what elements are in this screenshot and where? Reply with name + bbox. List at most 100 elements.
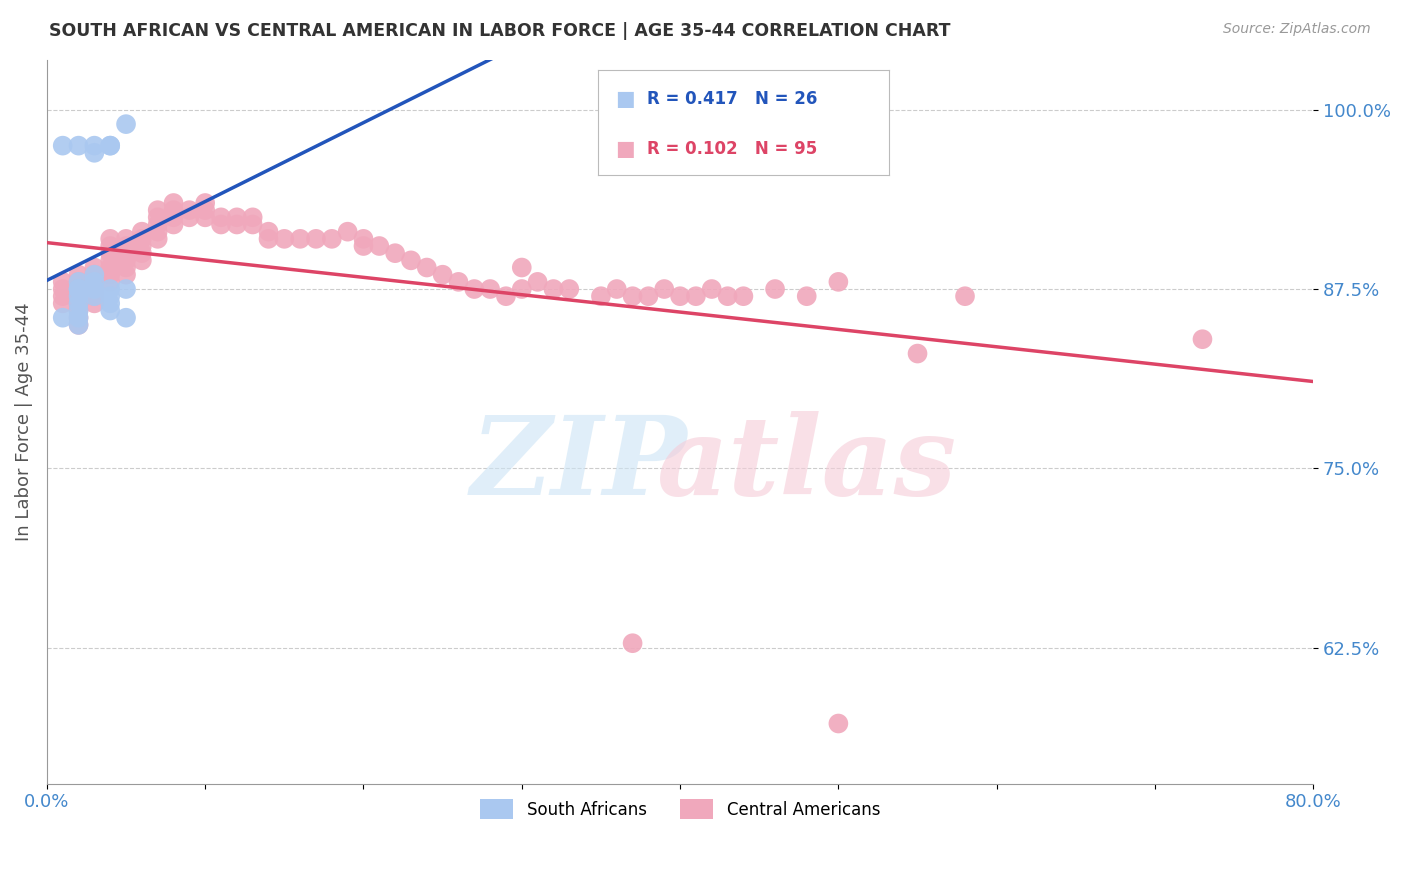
Point — [131, 225, 153, 239]
Point — [67, 310, 90, 325]
Point — [52, 310, 75, 325]
Point — [146, 218, 169, 232]
Point — [115, 117, 138, 131]
Point — [115, 268, 138, 282]
Point — [98, 275, 121, 289]
Point — [827, 275, 849, 289]
Point — [543, 282, 565, 296]
Point — [115, 310, 138, 325]
Point — [432, 268, 454, 282]
Point — [67, 275, 90, 289]
Point — [827, 716, 849, 731]
Point — [288, 232, 311, 246]
Point — [510, 282, 533, 296]
Point — [353, 239, 375, 253]
Point — [115, 232, 138, 246]
Point — [257, 232, 280, 246]
Point — [98, 232, 121, 246]
Point — [273, 232, 295, 246]
Point — [700, 282, 723, 296]
Point — [115, 282, 138, 296]
Point — [83, 268, 105, 282]
Point — [209, 211, 232, 225]
Point — [162, 196, 184, 211]
Point — [98, 296, 121, 310]
Point — [589, 289, 612, 303]
Point — [52, 289, 75, 303]
Point — [162, 218, 184, 232]
Point — [83, 268, 105, 282]
Point — [67, 268, 90, 282]
Point — [98, 253, 121, 268]
Point — [52, 138, 75, 153]
Point — [652, 282, 675, 296]
Point — [67, 318, 90, 332]
Point — [336, 225, 359, 239]
Point — [67, 303, 90, 318]
Point — [83, 282, 105, 296]
Point — [83, 275, 105, 289]
Point — [1191, 332, 1213, 346]
Point — [83, 275, 105, 289]
Point — [52, 282, 75, 296]
Point — [83, 296, 105, 310]
Point — [67, 282, 90, 296]
Point — [194, 203, 217, 218]
Point — [98, 289, 121, 303]
Point — [115, 253, 138, 268]
Point — [907, 346, 929, 360]
Point — [146, 232, 169, 246]
Point — [242, 211, 264, 225]
Point — [669, 289, 692, 303]
Point — [179, 211, 201, 225]
Point — [368, 239, 391, 253]
Point — [479, 282, 502, 296]
Point — [146, 211, 169, 225]
Point — [637, 289, 659, 303]
Point — [83, 289, 105, 303]
Point — [131, 253, 153, 268]
Point — [384, 246, 406, 260]
Point — [225, 211, 247, 225]
Point — [67, 296, 90, 310]
Point — [131, 246, 153, 260]
Point — [98, 303, 121, 318]
Point — [194, 211, 217, 225]
Point — [98, 282, 121, 296]
Point — [67, 138, 90, 153]
Point — [67, 296, 90, 310]
Point — [733, 289, 755, 303]
Point — [558, 282, 581, 296]
Point — [83, 289, 105, 303]
Point — [83, 145, 105, 160]
Point — [131, 239, 153, 253]
Point — [67, 275, 90, 289]
Y-axis label: In Labor Force | Age 35-44: In Labor Force | Age 35-44 — [15, 302, 32, 541]
Point — [67, 303, 90, 318]
Point — [131, 232, 153, 246]
Point — [83, 282, 105, 296]
Point — [67, 318, 90, 332]
Point — [67, 282, 90, 296]
Point — [52, 296, 75, 310]
Point — [67, 282, 90, 296]
Point — [146, 203, 169, 218]
Point — [526, 275, 548, 289]
Point — [52, 275, 75, 289]
Point — [115, 239, 138, 253]
Point — [115, 246, 138, 260]
Point — [194, 196, 217, 211]
Point — [621, 289, 644, 303]
Point — [179, 203, 201, 218]
Point — [98, 260, 121, 275]
Point — [162, 211, 184, 225]
Text: ZIP: ZIP — [471, 411, 688, 519]
Point — [242, 218, 264, 232]
Point — [305, 232, 328, 246]
Point — [67, 310, 90, 325]
Point — [953, 289, 976, 303]
Point — [510, 260, 533, 275]
Point — [621, 636, 644, 650]
Point — [763, 282, 786, 296]
Point — [67, 289, 90, 303]
